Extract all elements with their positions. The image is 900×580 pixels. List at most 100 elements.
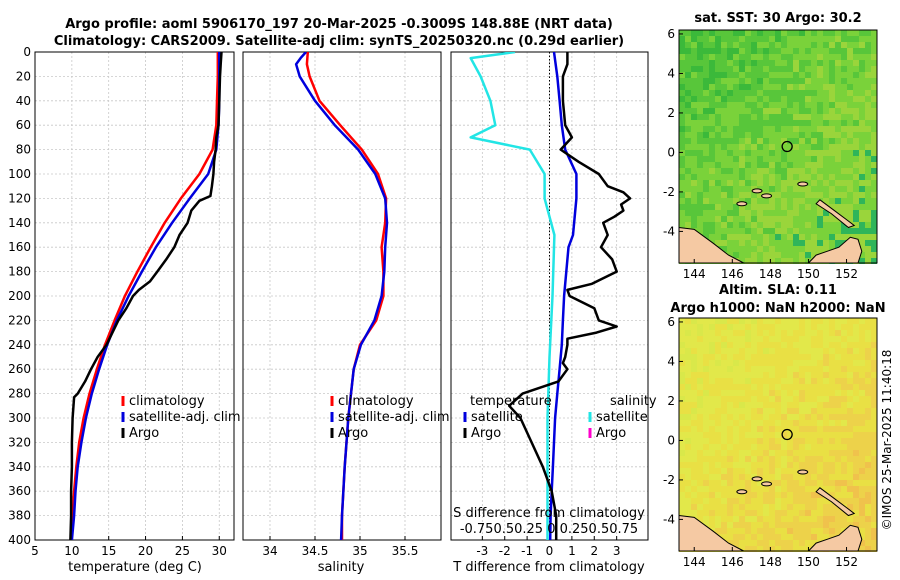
map-cell — [829, 516, 835, 522]
map-cell — [727, 384, 733, 390]
map-cell — [751, 348, 757, 354]
map-cell — [817, 234, 823, 240]
map-cell — [697, 486, 703, 492]
map-cell — [817, 504, 823, 510]
temperature-legend: climatology satellite-adj. clim Argo — [121, 394, 241, 441]
map-cell — [793, 468, 799, 474]
map-cell — [859, 138, 865, 144]
map-cell — [853, 342, 859, 348]
map-cell — [817, 372, 823, 378]
map-cell — [679, 138, 685, 144]
map-cell — [739, 498, 745, 504]
map-cell — [847, 432, 853, 438]
map-cell — [871, 216, 877, 222]
map-cell — [787, 498, 793, 504]
map-cell — [859, 210, 865, 216]
map-cell — [781, 456, 787, 462]
map-cell — [871, 126, 877, 132]
map-cell — [853, 168, 859, 174]
map-cell — [775, 150, 781, 156]
map-cell — [727, 468, 733, 474]
map-cell — [823, 36, 829, 42]
map-cell — [715, 54, 721, 60]
map-cell — [811, 414, 817, 420]
map-cell — [769, 342, 775, 348]
map-cell — [739, 258, 745, 264]
map-cell — [811, 516, 817, 522]
map-cell — [781, 42, 787, 48]
map-cell — [697, 480, 703, 486]
map-cell — [799, 444, 805, 450]
map-cell — [835, 240, 841, 246]
map-cell — [781, 216, 787, 222]
map-cell — [823, 498, 829, 504]
map-cell — [745, 90, 751, 96]
map-cell — [727, 204, 733, 210]
map-cell — [793, 336, 799, 342]
map-cell — [763, 414, 769, 420]
map-cell — [697, 108, 703, 114]
map-cell — [811, 36, 817, 42]
map-cell — [841, 174, 847, 180]
map-cell — [769, 150, 775, 156]
s-difference-ticks: -0.750.50.25 0 0.250.50.75 — [460, 522, 638, 537]
map-cell — [745, 492, 751, 498]
map-cell — [871, 456, 877, 462]
map-cell — [775, 234, 781, 240]
depth-tick-label: 300 — [8, 411, 31, 425]
map-cell — [817, 156, 823, 162]
map-cell — [685, 510, 691, 516]
map-cell — [787, 168, 793, 174]
map-cell — [709, 90, 715, 96]
map-cell — [679, 426, 685, 432]
map-cell — [715, 150, 721, 156]
map-cell — [745, 354, 751, 360]
map-cell — [763, 474, 769, 480]
map-cell — [685, 66, 691, 72]
map-cell — [823, 408, 829, 414]
map-cell — [793, 486, 799, 492]
map-cell — [781, 210, 787, 216]
map-cell — [835, 324, 841, 330]
map-cell — [727, 198, 733, 204]
map-cell — [787, 468, 793, 474]
map-cell — [865, 384, 871, 390]
map-cell — [865, 108, 871, 114]
map-cell — [823, 402, 829, 408]
map-cell — [793, 132, 799, 138]
map-cell — [769, 252, 775, 258]
map-cell — [733, 90, 739, 96]
map-cell — [817, 246, 823, 252]
map-cell — [805, 528, 811, 534]
map-cell — [811, 348, 817, 354]
map-cell — [823, 390, 829, 396]
map-cell — [763, 504, 769, 510]
map-cell — [817, 480, 823, 486]
map-cell — [679, 204, 685, 210]
map-cell — [835, 156, 841, 162]
map-cell — [769, 198, 775, 204]
map-cell — [829, 66, 835, 72]
map-cell — [715, 186, 721, 192]
map-cell — [751, 120, 757, 126]
map-cell — [709, 216, 715, 222]
map-cell — [679, 384, 685, 390]
map-cell — [799, 48, 805, 54]
map-cell — [751, 486, 757, 492]
map-cell — [847, 84, 853, 90]
map-cell — [829, 480, 835, 486]
map-cell — [859, 342, 865, 348]
map-cell — [787, 546, 793, 552]
map-cell — [835, 402, 841, 408]
map-cell — [835, 102, 841, 108]
map-cell — [733, 198, 739, 204]
map-cell — [769, 126, 775, 132]
map-cell — [733, 204, 739, 210]
map-cell — [733, 480, 739, 486]
map-cell — [787, 36, 793, 42]
map-cell — [793, 546, 799, 552]
map-cell — [853, 156, 859, 162]
map-cell — [871, 522, 877, 528]
map-cell — [679, 402, 685, 408]
map-cell — [781, 240, 787, 246]
